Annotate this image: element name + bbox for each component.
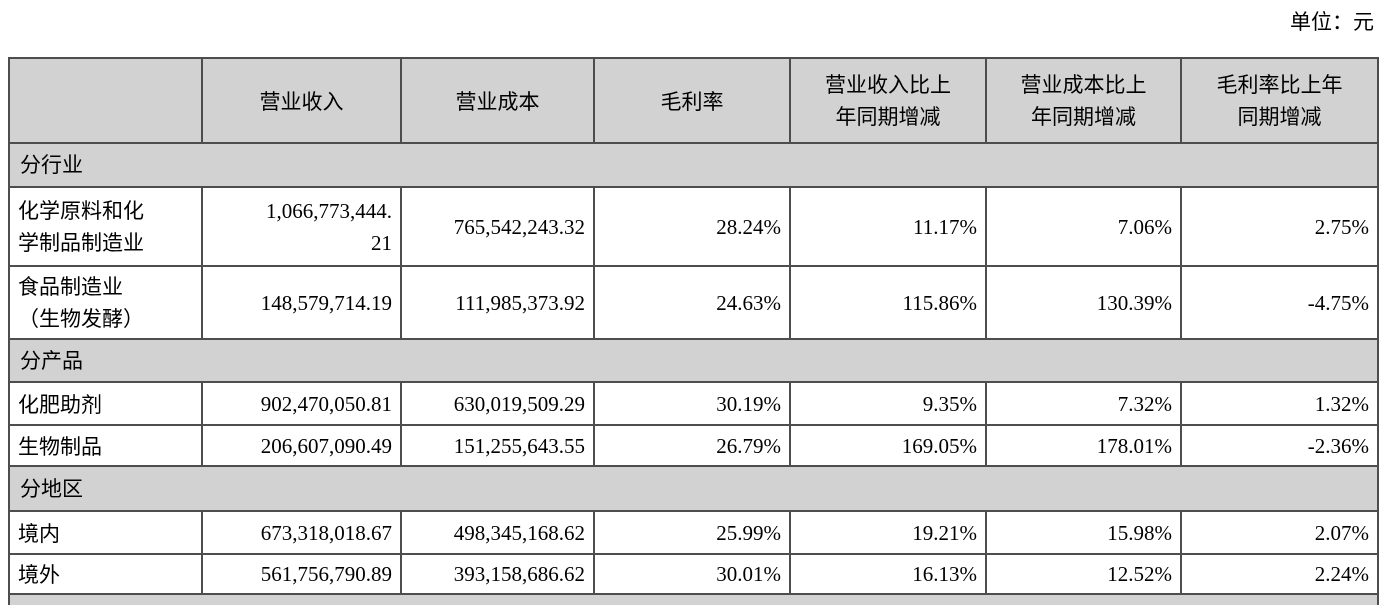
column-header-gross-margin: 毛利率	[593, 57, 791, 144]
cell-gross-margin: 24.63%	[593, 265, 791, 340]
row-label: 化学原料和化学制品制造业	[8, 186, 203, 267]
table-row-domestic: 境内 673,318,018.67 498,345,168.62 25.99% …	[8, 510, 1379, 555]
cell-gross-margin-yoy: 1.32%	[1180, 381, 1379, 426]
section-label: 分产品	[8, 338, 1379, 383]
cell-gross-margin: 30.01%	[593, 552, 791, 596]
column-header-revenue-yoy: 营业收入比上年同期增减	[789, 57, 987, 144]
cell-revenue-yoy: 9.35%	[789, 381, 987, 426]
cell-cost-yoy: 15.98%	[985, 510, 1182, 555]
cell-revenue-yoy: 19.21%	[789, 510, 987, 555]
section-label: 分行业	[8, 142, 1379, 188]
section-label: 分地区	[8, 465, 1379, 512]
cell-revenue: 206,607,090.49	[201, 424, 402, 467]
cell-cost: 765,542,243.32	[400, 186, 595, 267]
section-label: 分销售模式	[8, 593, 1379, 605]
section-row-by-region: 分地区	[8, 465, 1379, 512]
cell-cost-yoy: 130.39%	[985, 265, 1182, 340]
table-row-biological-products: 生物制品 206,607,090.49 151,255,643.55 26.79…	[8, 424, 1379, 467]
cell-revenue: 561,756,790.89	[201, 552, 402, 596]
cell-gross-margin-yoy: -4.75%	[1180, 265, 1379, 340]
financial-table: 营业收入 营业成本 毛利率 营业收入比上年同期增减 营业成本比上年同期增减 毛利…	[8, 57, 1379, 605]
table-row-chemical-industry: 化学原料和化学制品制造业 1,066,773,444.21 765,542,24…	[8, 186, 1379, 267]
cell-revenue-yoy: 115.86%	[789, 265, 987, 340]
cell-revenue: 148,579,714.19	[201, 265, 402, 340]
section-row-by-sales-model: 分销售模式	[8, 593, 1379, 605]
cell-revenue: 673,318,018.67	[201, 510, 402, 555]
cell-cost: 151,255,643.55	[400, 424, 595, 467]
unit-label: 单位：元	[1290, 10, 1374, 34]
cell-gross-margin: 30.19%	[593, 381, 791, 426]
cell-gross-margin-yoy: -2.36%	[1180, 424, 1379, 467]
cell-gross-margin-yoy: 2.24%	[1180, 552, 1379, 596]
cell-cost: 393,158,686.62	[400, 552, 595, 596]
table-row-fertilizer-additives: 化肥助剂 902,470,050.81 630,019,509.29 30.19…	[8, 381, 1379, 426]
column-header-gross-margin-yoy: 毛利率比上年同期增减	[1180, 57, 1379, 144]
column-header-category	[8, 57, 203, 144]
cell-gross-margin: 26.79%	[593, 424, 791, 467]
cell-revenue-yoy: 11.17%	[789, 186, 987, 267]
column-header-cost-yoy: 营业成本比上年同期增减	[985, 57, 1182, 144]
cell-revenue: 902,470,050.81	[201, 381, 402, 426]
cell-cost-yoy: 7.06%	[985, 186, 1182, 267]
cell-gross-margin-yoy: 2.07%	[1180, 510, 1379, 555]
column-header-revenue: 营业收入	[201, 57, 402, 144]
table-header-row: 营业收入 营业成本 毛利率 营业收入比上年同期增减 营业成本比上年同期增减 毛利…	[8, 57, 1379, 144]
row-label: 食品制造业（生物发酵）	[8, 265, 203, 340]
cell-revenue: 1,066,773,444.21	[201, 186, 402, 267]
cell-cost: 498,345,168.62	[400, 510, 595, 555]
cell-cost-yoy: 12.52%	[985, 552, 1182, 596]
cell-cost: 111,985,373.92	[400, 265, 595, 340]
row-label: 境外	[8, 552, 203, 596]
row-label: 生物制品	[8, 424, 203, 467]
row-label: 境内	[8, 510, 203, 555]
cell-revenue-yoy: 169.05%	[789, 424, 987, 467]
column-header-cost: 营业成本	[400, 57, 595, 144]
row-label: 化肥助剂	[8, 381, 203, 426]
cell-cost: 630,019,509.29	[400, 381, 595, 426]
section-row-by-product: 分产品	[8, 338, 1379, 383]
cell-revenue-yoy: 16.13%	[789, 552, 987, 596]
cell-gross-margin-yoy: 2.75%	[1180, 186, 1379, 267]
cell-cost-yoy: 178.01%	[985, 424, 1182, 467]
table-row-food-industry: 食品制造业（生物发酵） 148,579,714.19 111,985,373.9…	[8, 265, 1379, 340]
cell-gross-margin: 25.99%	[593, 510, 791, 555]
section-row-by-industry: 分行业	[8, 142, 1379, 188]
table-row-overseas: 境外 561,756,790.89 393,158,686.62 30.01% …	[8, 552, 1379, 596]
cell-cost-yoy: 7.32%	[985, 381, 1182, 426]
cell-gross-margin: 28.24%	[593, 186, 791, 267]
